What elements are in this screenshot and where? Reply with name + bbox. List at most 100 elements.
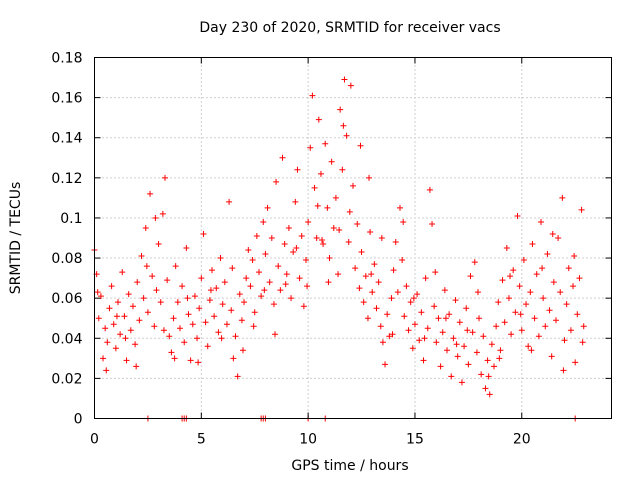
data-point — [264, 204, 271, 211]
data-point — [315, 116, 322, 123]
data-point — [95, 315, 102, 322]
data-point — [300, 303, 307, 310]
data-point — [360, 299, 367, 306]
data-point — [213, 285, 220, 292]
y-tick-label: 0.12 — [51, 171, 82, 187]
data-point — [388, 295, 395, 302]
data-point — [296, 275, 303, 282]
axis-ticks — [94, 57, 612, 419]
y-tick-label: 0.08 — [51, 251, 82, 267]
data-point — [121, 313, 128, 320]
data-point — [512, 309, 519, 316]
data-point — [529, 241, 536, 248]
data-point — [282, 281, 289, 288]
data-point — [563, 301, 570, 308]
data-point — [542, 323, 549, 330]
data-point — [347, 82, 354, 89]
data-point — [517, 311, 524, 318]
data-point — [340, 122, 347, 129]
data-point — [113, 313, 120, 320]
data-point — [330, 224, 337, 231]
data-point — [345, 239, 352, 246]
data-point — [176, 325, 183, 332]
grid-lines — [94, 57, 612, 419]
data-point — [191, 293, 198, 300]
data-point — [580, 323, 587, 330]
data-point — [364, 315, 371, 322]
data-point — [527, 289, 534, 296]
y-tick-label: 0.1 — [60, 211, 82, 227]
data-point — [238, 317, 245, 324]
data-point — [429, 220, 436, 227]
data-point — [378, 235, 385, 241]
data-point — [112, 345, 119, 352]
data-point — [261, 287, 268, 294]
y-tick-label: 0.18 — [51, 51, 82, 67]
data-point — [354, 220, 361, 227]
data-point — [518, 327, 525, 334]
data-point — [540, 295, 547, 302]
data-point — [550, 279, 557, 286]
data-point — [283, 271, 290, 278]
data-point — [108, 283, 115, 290]
data-point — [461, 343, 468, 350]
data-point — [127, 327, 134, 334]
data-point — [339, 166, 346, 173]
data-point — [491, 363, 497, 370]
data-point — [275, 263, 282, 270]
data-point — [320, 241, 327, 248]
data-point — [567, 327, 574, 334]
data-point — [576, 275, 583, 282]
data-point — [211, 313, 218, 320]
data-point — [549, 230, 556, 237]
data-point — [251, 309, 258, 316]
data-point — [223, 321, 230, 328]
data-point — [377, 323, 384, 330]
data-point — [221, 279, 228, 286]
data-point — [399, 257, 406, 264]
data-point — [325, 279, 332, 286]
data-point — [548, 353, 555, 360]
data-point — [539, 265, 546, 272]
data-point — [258, 293, 265, 300]
data-point — [122, 335, 129, 342]
data-point — [256, 269, 262, 276]
data-point — [142, 224, 149, 231]
data-point — [285, 224, 292, 231]
data-point — [392, 239, 399, 246]
data-point — [407, 299, 414, 306]
data-point — [298, 232, 305, 239]
data-point — [439, 329, 446, 336]
data-point — [132, 341, 139, 348]
data-point — [435, 315, 442, 322]
data-point — [336, 226, 343, 233]
data-point — [149, 273, 156, 280]
x-tick-labels: 0 5 10 15 20 — [90, 432, 531, 448]
data-point — [171, 355, 178, 362]
data-point — [574, 311, 581, 318]
data-point — [495, 299, 502, 306]
data-point — [230, 355, 237, 362]
data-point — [303, 257, 309, 264]
data-point — [496, 355, 503, 362]
data-point — [482, 385, 489, 392]
data-point — [456, 319, 463, 326]
data-point — [416, 337, 423, 344]
data-points — [91, 76, 587, 422]
data-point — [262, 251, 269, 258]
data-point — [480, 333, 487, 340]
data-point — [444, 347, 450, 354]
data-point — [559, 194, 566, 201]
data-point — [501, 319, 508, 326]
data-point — [136, 317, 143, 324]
data-point — [452, 297, 459, 304]
data-point — [185, 311, 192, 318]
data-point — [125, 291, 132, 298]
data-point — [401, 313, 408, 320]
data-point — [531, 315, 538, 322]
data-point — [268, 235, 275, 241]
x-tick-label: 0 — [90, 432, 99, 448]
data-point — [249, 257, 256, 264]
data-point — [133, 363, 140, 370]
